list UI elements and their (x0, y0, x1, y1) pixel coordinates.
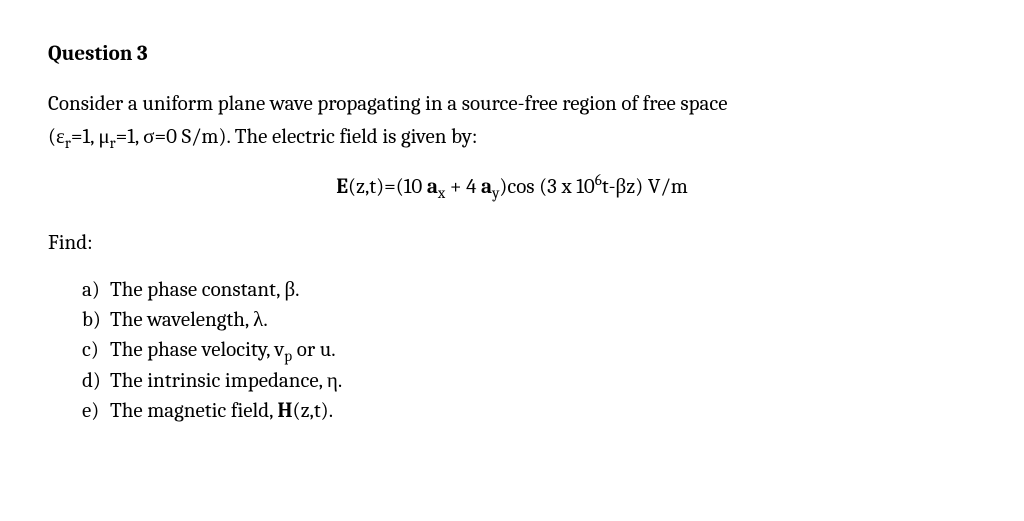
eq-tail: t-βz) V/m (602, 175, 688, 199)
part-c-t1: The phase velocity, v (110, 338, 284, 362)
eq-ax: a (427, 175, 438, 199)
part-e-bold: H (277, 399, 292, 423)
params-tail: =1, σ=0 S/m). The electric field is give… (116, 125, 478, 149)
eq-args: (z,t)=(10 (348, 175, 427, 199)
part-e-text: The magnetic field, H(z,t). (110, 397, 333, 425)
parts-list: a) The phase constant, β. b) The wavelen… (82, 276, 976, 426)
part-e-label: e) (82, 397, 110, 425)
part-a-text: The phase constant, β. (110, 276, 299, 304)
part-b-label: b) (82, 306, 110, 334)
question-page: Question 3 Consider a uniform plane wave… (0, 0, 1024, 425)
part-c-text: The phase velocity, vp or u. (110, 336, 336, 364)
part-c-label: c) (82, 336, 110, 364)
part-a-label: a) (82, 276, 110, 304)
part-d-label: d) (82, 367, 110, 395)
eq-after: )cos (3 x 10 (499, 175, 594, 199)
prompt-line-2: (εr=1, μr=1, σ=0 S/m). The electric fiel… (48, 123, 976, 151)
eq-ay: a (481, 175, 492, 199)
part-c-sub: p (284, 348, 292, 366)
eq-E: E (336, 175, 348, 199)
params-mid1: =1, μ (71, 125, 110, 149)
equation-line: E(z,t)=(10 ax + 4 ay)cos (3 x 106t-βz) V… (48, 173, 976, 201)
part-c-t2: or u. (292, 338, 335, 362)
part-d-text: The intrinsic impedance, η. (110, 367, 342, 395)
part-b-text: The wavelength, λ. (110, 306, 268, 334)
question-title: Question 3 (48, 40, 976, 68)
eq-plus: + 4 (445, 175, 481, 199)
prompt-line-1: Consider a uniform plane wave propagatin… (48, 90, 976, 118)
part-c: c) The phase velocity, vp or u. (82, 336, 976, 364)
part-e-t1: The magnetic field, (110, 399, 277, 423)
part-e: e) The magnetic field, H(z,t). (82, 397, 976, 425)
find-label: Find: (48, 229, 976, 257)
part-b: b) The wavelength, λ. (82, 306, 976, 334)
part-a: a) The phase constant, β. (82, 276, 976, 304)
params-open: (ε (48, 125, 65, 149)
part-d: d) The intrinsic impedance, η. (82, 367, 976, 395)
part-e-t2: (z,t). (293, 399, 334, 423)
eq-exp: 6 (595, 171, 602, 189)
